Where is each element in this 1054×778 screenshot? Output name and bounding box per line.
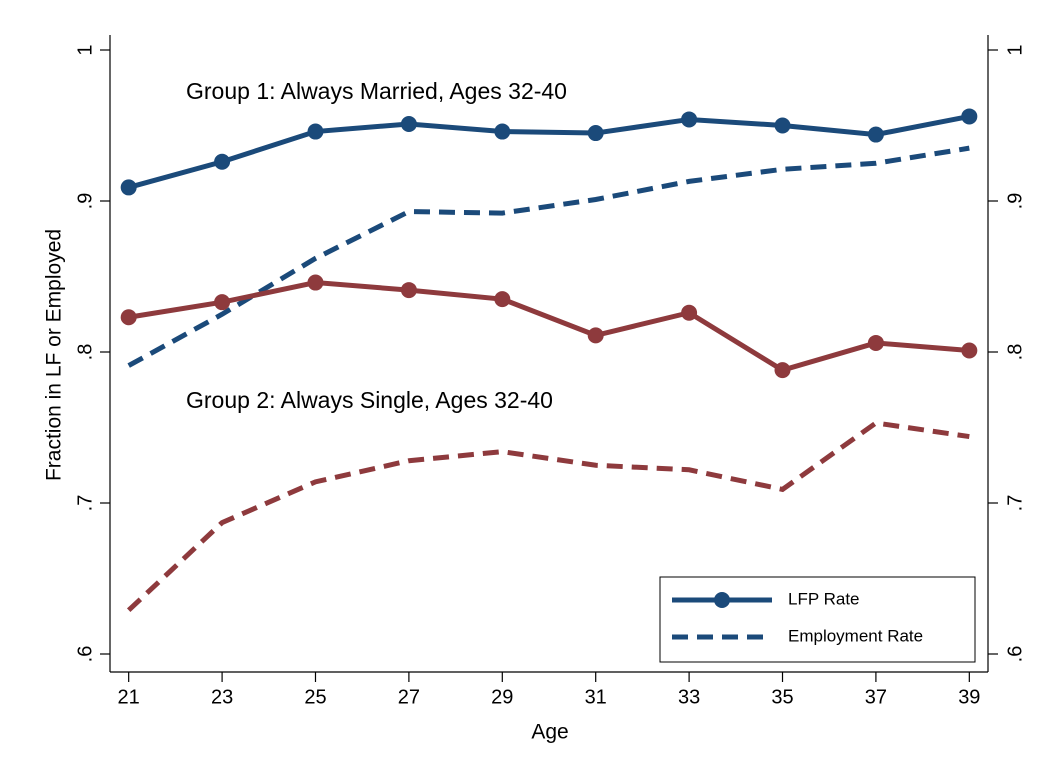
y2-tick-label: .6 bbox=[1004, 646, 1026, 663]
lfp-marker bbox=[214, 153, 231, 170]
y-tick-label: 1 bbox=[74, 44, 96, 55]
y-axis-title: Fraction in LF or Employed bbox=[43, 229, 66, 481]
lfp-marker bbox=[774, 117, 791, 134]
x-tick-label: 39 bbox=[958, 686, 980, 708]
x-tick-label: 27 bbox=[398, 686, 420, 708]
x-tick-label: 33 bbox=[678, 686, 700, 708]
lfp-marker bbox=[867, 126, 884, 143]
lfp-marker bbox=[587, 125, 604, 142]
lfp-marker bbox=[307, 274, 324, 291]
x-tick-label: 35 bbox=[771, 686, 793, 708]
x-tick-label: 31 bbox=[585, 686, 607, 708]
lfp-marker bbox=[494, 123, 511, 140]
legend: LFP Rate Employment Rate bbox=[659, 576, 976, 663]
lfp-marker bbox=[307, 123, 324, 140]
x-tick-label: 21 bbox=[118, 686, 140, 708]
lfp-marker bbox=[214, 294, 231, 311]
lfp-marker bbox=[681, 304, 698, 321]
y2-tick-label: 1 bbox=[1004, 44, 1026, 55]
lfp-line bbox=[128, 280, 970, 373]
x-axis-title: Age bbox=[531, 721, 568, 744]
group-annotation: Group 1: Always Married, Ages 32-40 bbox=[186, 78, 567, 104]
y-tick-label: .9 bbox=[74, 193, 96, 210]
legend-box bbox=[659, 576, 976, 663]
legend-label: LFP Rate bbox=[788, 589, 860, 608]
lfp-line bbox=[128, 113, 970, 190]
y-tick-label: .8 bbox=[74, 344, 96, 361]
lfp-marker bbox=[867, 334, 884, 351]
x-tick-label: 25 bbox=[304, 686, 326, 708]
lfp-marker bbox=[961, 108, 978, 125]
x-tick-label: 37 bbox=[865, 686, 887, 708]
y-tick-label: .7 bbox=[74, 495, 96, 512]
x-tick-label: 29 bbox=[491, 686, 513, 708]
y2-tick-label: .7 bbox=[1004, 495, 1026, 512]
legend-marker bbox=[714, 592, 730, 608]
lfp-marker bbox=[587, 327, 604, 344]
x-tick-label: 23 bbox=[211, 686, 233, 708]
y-tick-label: .6 bbox=[74, 646, 96, 663]
y2-tick-label: .8 bbox=[1004, 344, 1026, 361]
y2-tick-label: .9 bbox=[1004, 193, 1026, 210]
lfp-marker bbox=[961, 342, 978, 359]
lfp-marker bbox=[774, 362, 791, 379]
lfp-marker bbox=[400, 115, 417, 132]
lfp-marker bbox=[400, 282, 417, 299]
lfp-marker bbox=[120, 309, 137, 326]
group-annotation: Group 2: Always Single, Ages 32-40 bbox=[186, 387, 553, 413]
lfp-marker bbox=[120, 179, 137, 196]
legend-label: Employment Rate bbox=[788, 626, 923, 645]
employment-line bbox=[127, 145, 970, 368]
lfp-marker bbox=[494, 291, 511, 308]
lfp-marker bbox=[681, 111, 698, 128]
employment-line bbox=[126, 420, 970, 613]
